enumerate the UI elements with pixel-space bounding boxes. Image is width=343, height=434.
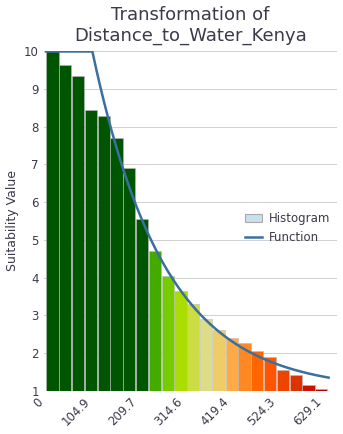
Title: Transformation of
Distance_to_Water_Kenya: Transformation of Distance_to_Water_Keny… bbox=[74, 6, 307, 45]
Bar bbox=[315, 388, 328, 391]
Bar bbox=[251, 351, 263, 391]
Bar bbox=[213, 330, 225, 391]
Bar bbox=[162, 276, 174, 391]
Bar bbox=[123, 168, 135, 391]
Bar bbox=[277, 370, 289, 391]
Bar bbox=[98, 115, 110, 391]
Y-axis label: Suitability Value: Suitability Value bbox=[5, 171, 19, 272]
Bar bbox=[174, 291, 187, 391]
Bar bbox=[264, 357, 276, 391]
Bar bbox=[238, 343, 251, 391]
Bar bbox=[59, 65, 71, 391]
Bar bbox=[72, 76, 84, 391]
Bar bbox=[110, 138, 122, 391]
Bar bbox=[136, 219, 148, 391]
Bar bbox=[187, 304, 199, 391]
Legend: Histogram, Function: Histogram, Function bbox=[240, 207, 334, 248]
Bar bbox=[226, 338, 238, 391]
Bar bbox=[149, 251, 161, 391]
Bar bbox=[289, 375, 302, 391]
Bar bbox=[46, 52, 59, 391]
Bar bbox=[303, 385, 315, 391]
Bar bbox=[85, 110, 97, 391]
Bar bbox=[200, 319, 212, 391]
